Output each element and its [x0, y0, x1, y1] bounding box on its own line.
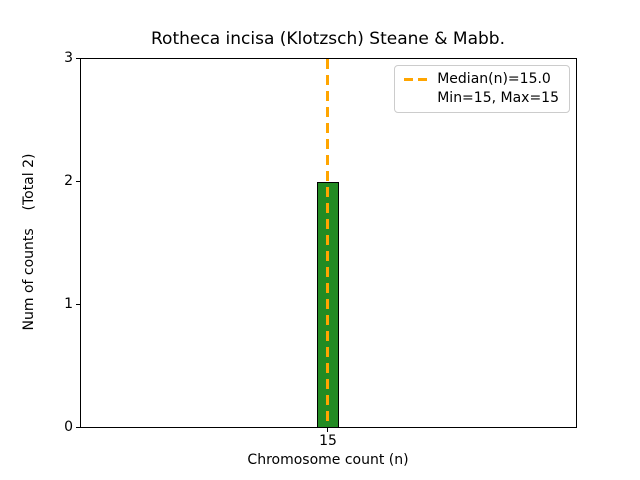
y-tick-mark [76, 181, 80, 182]
y-tick-label-1: 1 [64, 296, 73, 312]
legend-box: Median(n)=15.0 Min=15, Max=15 [394, 65, 570, 113]
y-tick-label-0: 0 [64, 419, 73, 435]
x-tick-mark [327, 428, 328, 432]
median-line-legend-swatch [404, 78, 430, 81]
median-dashed-line [326, 59, 329, 427]
y-tick-label-2: 2 [64, 173, 73, 189]
y-tick-mark [76, 58, 80, 59]
plot-area: Median(n)=15.0 Min=15, Max=15 [80, 58, 577, 428]
legend-minmax-label: Min=15, Max=15 [437, 90, 559, 106]
y-tick-mark [76, 304, 80, 305]
chart-title: Rotheca incisa (Klotzsch) Steane & Mabb. [151, 29, 505, 49]
y-tick-label-3: 3 [64, 50, 73, 66]
y-axis-label: Num of counts (Total 2) [21, 153, 37, 331]
x-axis-label: Chromosome count (n) [247, 452, 409, 468]
legend-median-label: Median(n)=15.0 [437, 71, 551, 87]
legend-entry-minmax: Min=15, Max=15 [437, 89, 559, 108]
y-tick-mark [76, 427, 80, 428]
legend-entry-median: Median(n)=15.0 [404, 70, 559, 89]
x-tick-label-15: 15 [319, 433, 337, 449]
